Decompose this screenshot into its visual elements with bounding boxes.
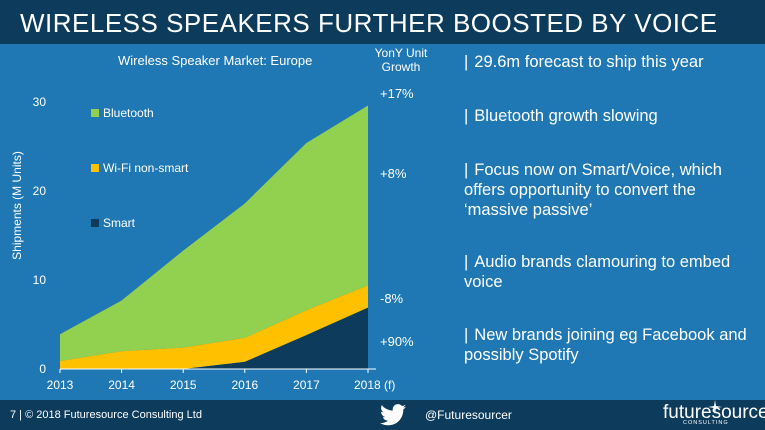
bullet-item: | Audio brands clamouring to embed voice bbox=[464, 253, 731, 291]
growth-value-wifi: +8% bbox=[380, 166, 407, 181]
logo-star-icon bbox=[708, 400, 722, 414]
bullet-item: | New brands joining eg Facebook and poss… bbox=[464, 326, 747, 364]
growth-value-smart: +90% bbox=[380, 334, 414, 349]
x-tick-label: 2016 bbox=[231, 378, 258, 392]
growth-value-bluetooth: +17% bbox=[380, 86, 414, 101]
y-tick-label: 10 bbox=[33, 273, 47, 287]
bullet-item: | 29.6m forecast to ship this year bbox=[464, 53, 704, 71]
futuresource-logo: futuresource bbox=[663, 402, 765, 423]
title-bar: WIRELESS SPEAKERS FURTHER BOOSTED BY VOI… bbox=[0, 0, 765, 44]
legend-label: Smart bbox=[103, 216, 136, 230]
twitter-bird-icon bbox=[380, 404, 406, 426]
y-tick-label: 20 bbox=[33, 184, 47, 198]
area-series-bluetooth bbox=[60, 105, 368, 361]
legend-swatch bbox=[91, 109, 99, 117]
bullet-item: | Bluetooth growth slowing bbox=[464, 107, 658, 125]
x-tick-label: 2015 bbox=[170, 378, 197, 392]
x-tick-label: 2017 bbox=[293, 378, 320, 392]
area-chart: 0 10 20 30 2013 2014 2015 2016 2017 2018 (f) Shipm… bbox=[10, 95, 395, 392]
legend-swatch bbox=[91, 219, 99, 227]
legend-label: Wi-Fi non-smart bbox=[103, 161, 189, 175]
slide-title: WIRELESS SPEAKERS FURTHER BOOSTED BY VOI… bbox=[20, 8, 718, 38]
x-tick-label: 2018 (f) bbox=[354, 378, 395, 392]
growth-header: YonY Unit Growth bbox=[374, 46, 428, 74]
logo-subtitle: CONSULTING bbox=[683, 420, 729, 426]
footer: 7 | © 2018 Futuresource Consulting Ltd @… bbox=[0, 400, 765, 430]
twitter-handle: @Futuresourcer bbox=[425, 408, 512, 422]
chart-title: Wireless Speaker Market: Europe bbox=[118, 53, 313, 68]
x-tick-label: 2013 bbox=[47, 378, 74, 392]
y-axis-label: Shipments (M Units) bbox=[10, 151, 24, 260]
area-series-wi-fi-non-smart bbox=[60, 285, 368, 369]
footer-copyright: 7 | © 2018 Futuresource Consulting Ltd bbox=[10, 409, 202, 421]
x-tick-label: 2014 bbox=[108, 378, 135, 392]
bullet-item: | Focus now on Smart/Voice, which offers … bbox=[464, 161, 722, 219]
legend-swatch bbox=[91, 164, 99, 172]
y-tick-label: 0 bbox=[39, 362, 46, 376]
y-tick-label: 30 bbox=[33, 95, 47, 109]
legend-label: Bluetooth bbox=[103, 106, 154, 120]
growth-value-wifi-nonsmart: -8% bbox=[380, 291, 404, 306]
area-series-smart bbox=[60, 307, 368, 369]
